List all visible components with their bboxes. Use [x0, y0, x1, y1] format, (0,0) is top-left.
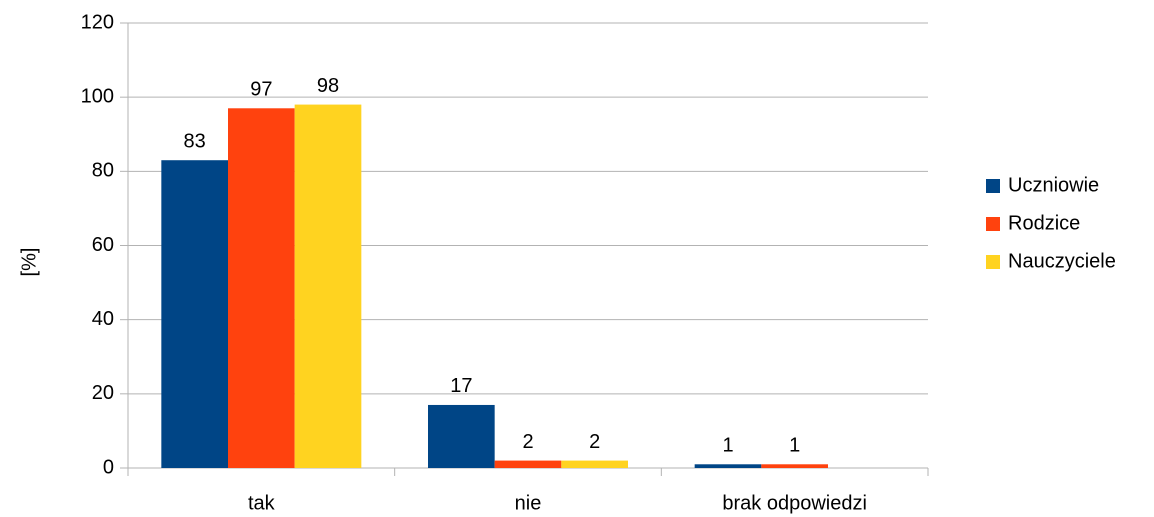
y-tick-label: 100	[81, 85, 114, 107]
x-tick-label: nie	[515, 492, 542, 514]
x-tick-label: tak	[248, 492, 276, 514]
data-label: 1	[722, 435, 733, 457]
bar	[428, 404, 495, 468]
legend-label: Rodzice	[1008, 212, 1080, 234]
legend-label: Nauczyciele	[1008, 250, 1116, 272]
data-label: 97	[250, 79, 272, 101]
bar	[228, 108, 295, 469]
data-label: 83	[184, 130, 206, 152]
legend-swatch	[986, 217, 1000, 231]
y-tick-label: 120	[81, 11, 114, 33]
legend-swatch	[986, 255, 1000, 269]
bar	[761, 464, 828, 468]
bar	[294, 104, 362, 468]
data-label: 2	[522, 431, 533, 453]
bar	[694, 464, 762, 468]
bar	[161, 160, 228, 469]
bar	[561, 460, 628, 468]
y-axis-label: [%]	[18, 248, 40, 277]
y-tick-label: 40	[92, 308, 114, 330]
y-tick-label: 80	[92, 160, 114, 182]
bar	[494, 460, 562, 468]
data-label: 17	[450, 375, 472, 397]
legend-label: Uczniowie	[1008, 174, 1099, 196]
y-tick-label: 20	[92, 382, 114, 404]
data-label: 98	[317, 75, 339, 97]
data-label: 1	[789, 435, 800, 457]
x-tick-label: brak odpowiedzi	[722, 492, 867, 514]
legend-swatch	[986, 179, 1000, 193]
y-tick-label: 0	[103, 456, 114, 478]
y-tick-label: 60	[92, 234, 114, 256]
data-label: 2	[589, 431, 600, 453]
